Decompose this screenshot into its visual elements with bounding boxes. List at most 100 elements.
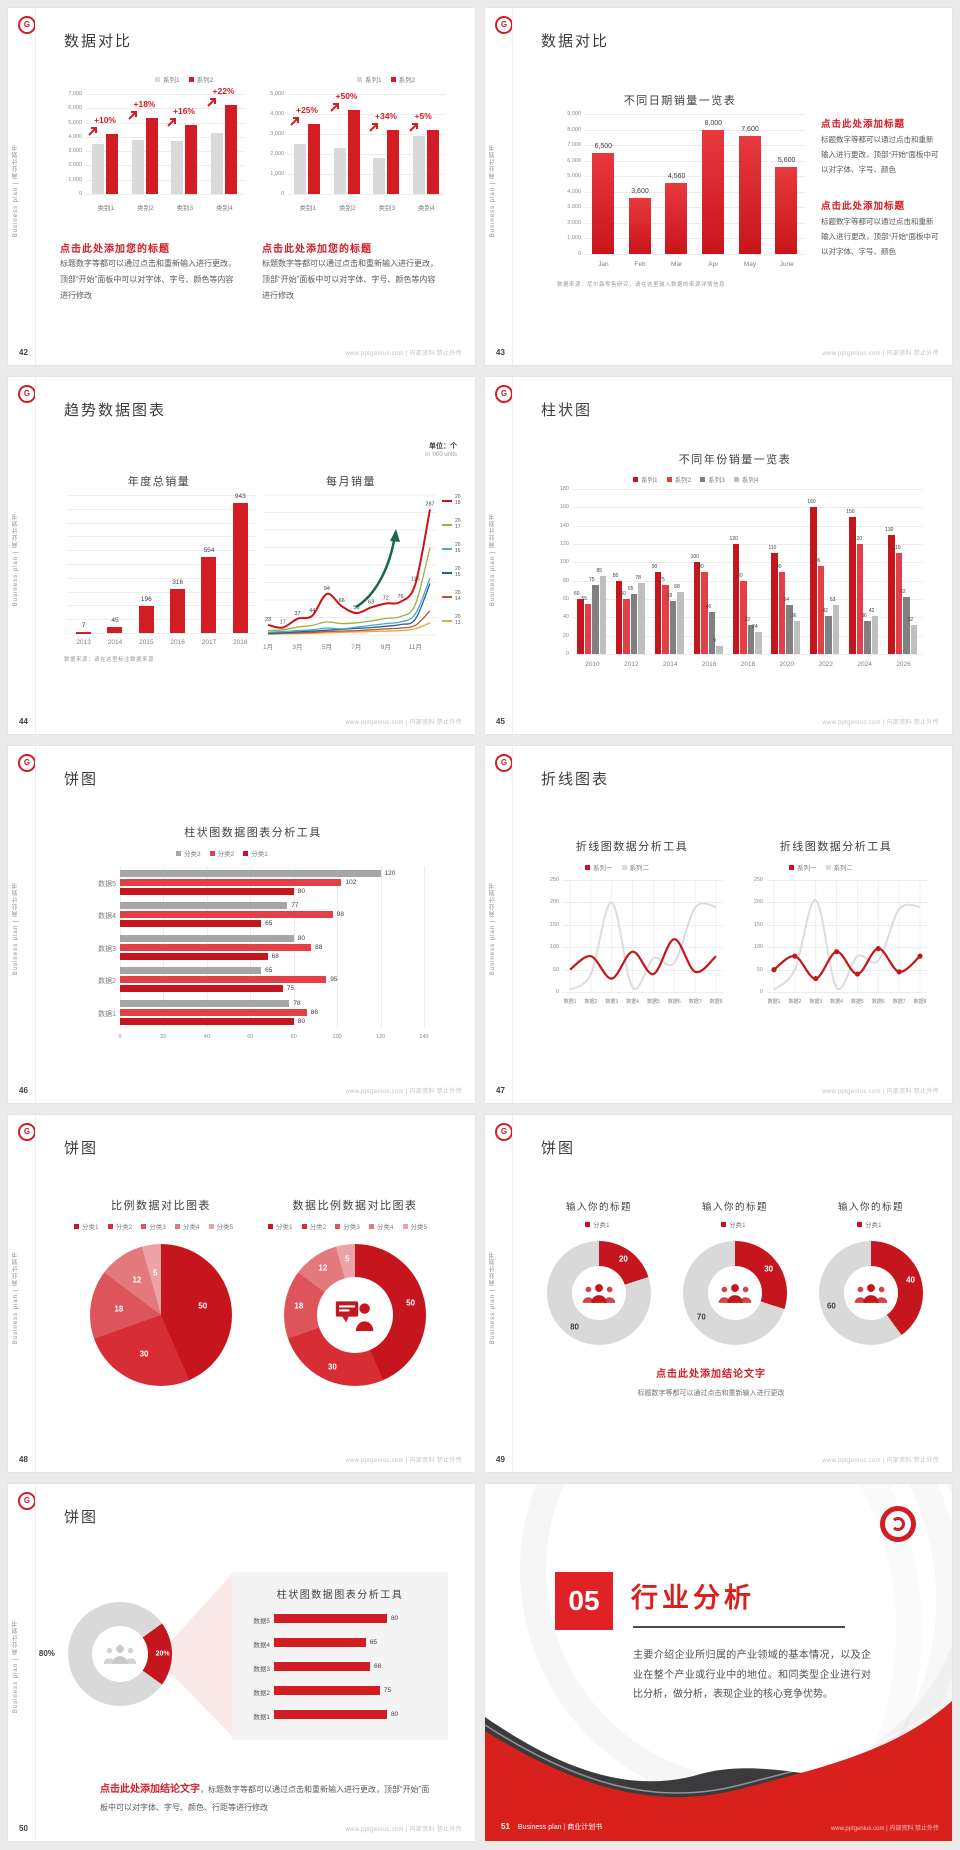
pie-legend: 分类1 分类2 分类3 分类4 分类5 [74, 1221, 233, 1231]
legend-swatch-icon [666, 476, 672, 482]
legend-item: 分类3 [141, 1221, 166, 1231]
hbar-series1 [120, 1017, 294, 1025]
x-month-label: 3月 [292, 644, 303, 651]
bar-value-label: 60 [620, 591, 626, 597]
legend-label: 系列2 [674, 477, 692, 484]
slide-49[interactable]: G Business plan | 商业计划书 饼图 49 www.pptgenius.… [485, 1115, 952, 1472]
year-legend-item: 20 14 [442, 585, 461, 609]
bar-year [232, 502, 248, 633]
legend-swatch-icon [721, 1221, 726, 1227]
bar-value-label: 65 [265, 920, 273, 928]
y-tick-label: 100 [549, 944, 559, 951]
slice-value-label: 12 [132, 1275, 142, 1285]
legend-label: 20 17 [455, 518, 461, 530]
up-right-arrow-icon [127, 111, 137, 120]
page-number: 42 [19, 348, 28, 357]
bar-value-label: 5,600 [777, 156, 796, 164]
gridline [585, 160, 805, 162]
slide-footer-text: www.pptgenius.com | 内部资料 禁止外传 [822, 1458, 939, 1464]
slide-42[interactable]: G Business plan | 商业计划书 数据对比 42 www.pptgeniu… [8, 8, 475, 365]
legend-swatch-icon [174, 1223, 180, 1229]
bar-series4 [716, 645, 723, 654]
legend-item: 系列2 [390, 74, 415, 84]
brand-logo-icon: G [18, 385, 36, 403]
y-tick-label: 200 [753, 899, 763, 906]
section-title-rule [633, 1626, 845, 1628]
page-title: 柱状图 [541, 402, 593, 419]
legend-label: 系列二 [833, 865, 854, 872]
slice-value-label: 50 [198, 1301, 208, 1311]
bar-value-label: 9 [713, 637, 716, 644]
gridline [68, 591, 256, 593]
gridline [767, 947, 927, 949]
svg-text:63: 63 [368, 599, 374, 605]
x-category-label: 2012 [624, 661, 639, 668]
gridline [585, 114, 805, 115]
left-rule-divider [35, 377, 36, 734]
bar-value-label: 554 [203, 546, 215, 554]
svg-text:17: 17 [280, 620, 286, 626]
page-number: 51 [501, 1822, 510, 1831]
x-category-label: 数据5 [647, 999, 660, 1005]
gridline [68, 564, 256, 565]
sidebar-vertical-label: Business plan | 商业计划书 [490, 512, 496, 606]
bar-value-label: 75 [286, 985, 295, 993]
block-body: 标题数字等都可以通过点击和重新输入进行更改，顶部“开始”面板中可以对字体、字号、… [821, 217, 939, 256]
bar-value-label: 110 [768, 545, 777, 552]
left-rule-divider [512, 746, 513, 1103]
slide-51[interactable]: 05 行业分析 主要介绍企业所归属的产业领域的基本情况，以及企业在整个产业或行业中的… [485, 1484, 952, 1841]
sidebar-vertical-label: Business plan | 商业计划书 [13, 512, 19, 606]
legend-swatch-icon [335, 1223, 341, 1229]
slide-46[interactable]: G Business plan | 商业计划书 饼图 46 www.pptgenius.… [8, 746, 475, 1103]
y-tick-label: 2,000 [567, 219, 581, 226]
x-category-label: 数据4 [830, 999, 843, 1005]
slide-48[interactable]: G Business plan | 商业计划书 饼图 48 www.pptgenius.… [8, 1115, 475, 1472]
line-chart: 23 17 37 44 94 66 50 63 72 76 116 287 [264, 494, 436, 636]
bar-value-label: 90 [775, 563, 782, 570]
slide-50[interactable]: G Business plan | 商业计划书 饼图 50 www.pptgenius.… [8, 1484, 475, 1841]
legend-item: 分类2 [107, 1221, 132, 1231]
panel-category-label: 数据1 [253, 1714, 270, 1721]
bar-series4 [793, 621, 801, 654]
legend-swatch-icon [301, 1223, 307, 1229]
legend-swatch-icon [442, 524, 452, 526]
legend-swatch-icon [357, 76, 362, 82]
page-number: 43 [496, 348, 505, 357]
hbar-series1 [120, 952, 268, 960]
gridline [86, 165, 244, 167]
legend-swatch-icon [825, 864, 831, 870]
legend-label: 分类3 [149, 1224, 166, 1231]
people-group-icon [854, 1284, 888, 1303]
bar-series1 [373, 158, 385, 194]
gridline [563, 969, 723, 971]
legend-item: 分类1 [857, 1219, 882, 1229]
x-category-label: 类别4 [417, 205, 435, 212]
x-month-label: 1月 [262, 644, 274, 651]
legend-label: 20 14 [455, 590, 461, 602]
y-tick-label: 7,000 [68, 91, 82, 97]
x-category-label: 类别2 [338, 205, 356, 212]
beam-shape [164, 1574, 232, 1736]
bar-value-label: 3,600 [631, 188, 649, 195]
bar-series1 [171, 141, 183, 194]
gridline [585, 191, 805, 193]
chart-legend: 系列1 系列2 [357, 74, 415, 84]
brand-logo-icon: G [495, 754, 513, 772]
gridline [573, 654, 923, 655]
slide-45[interactable]: G Business plan | 商业计划书 柱状图 45 www.pptgenius… [485, 377, 952, 734]
bar-series1 [577, 599, 584, 654]
slide-footer-text: www.pptgenius.com | 内部资料 禁止外传 [345, 1089, 462, 1095]
slide-43[interactable]: G Business plan | 商业计划书 数据对比 43 www.pptgeniu… [485, 8, 952, 365]
year-legend-item: 20 13 [442, 609, 461, 633]
bar-series3 [903, 597, 910, 654]
legend-label: 分类3 [343, 1224, 360, 1231]
slide-44[interactable]: G Business plan | 商业计划书 趋势数据图表 44 www.pptgen… [8, 377, 475, 734]
legend-label: 系列3 [708, 477, 725, 484]
chart-title: 数据比例数据对比图表 [292, 1200, 418, 1212]
bar-year [107, 626, 123, 633]
hbar-series3 [120, 934, 294, 942]
slide-47[interactable]: G Business plan | 商业计划书 折线图表 47 www.pptgeniu… [485, 746, 952, 1103]
y-tick-label: 80 [562, 577, 569, 584]
bar-month [738, 135, 761, 254]
